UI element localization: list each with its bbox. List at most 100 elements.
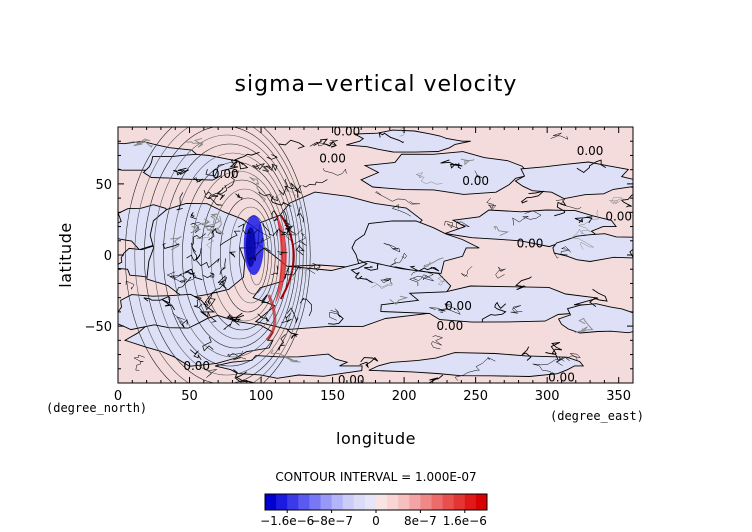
contour-line <box>203 276 228 306</box>
color-bar-tick-label: −1.6e−6 <box>260 514 314 528</box>
negative-region <box>214 353 363 379</box>
x-tick-label: 200 <box>392 389 417 404</box>
contour-line <box>233 369 255 383</box>
contour-label: 0.00 <box>212 167 239 181</box>
contour-line <box>574 317 594 333</box>
contour-line <box>277 223 291 236</box>
contour-line <box>170 236 182 251</box>
contour-line <box>222 320 240 330</box>
contour-line <box>431 335 444 350</box>
contour-line <box>202 272 215 279</box>
contour-line <box>258 191 278 202</box>
y-axis: −50 0 50 <box>85 140 633 370</box>
contour-line <box>227 171 240 189</box>
contour-line <box>515 276 532 291</box>
contour-line <box>204 298 216 311</box>
contour-line <box>205 213 221 227</box>
contour-label: 0.00 <box>548 370 575 384</box>
contour-line <box>423 257 444 268</box>
positive-tail <box>265 294 277 342</box>
contour-line <box>199 307 217 323</box>
contour-line <box>193 177 203 183</box>
contour-line <box>383 243 401 253</box>
contour-line <box>262 223 279 236</box>
y-tick-label: 50 <box>95 178 112 193</box>
contour-line <box>359 357 379 369</box>
color-bar-swatch <box>265 494 277 510</box>
color-bar-swatch <box>276 494 288 510</box>
color-bar-swatch <box>420 494 432 510</box>
contour-line <box>204 195 223 206</box>
y-unit-label: (degree_north) <box>46 401 147 415</box>
negative-region <box>142 153 239 181</box>
contour-line <box>285 228 303 242</box>
contour-line <box>286 307 299 324</box>
contour-line <box>125 280 135 290</box>
contour-line <box>620 186 633 208</box>
contour-line <box>249 176 266 203</box>
color-bar-swatch <box>298 494 310 510</box>
negative-region <box>346 129 471 153</box>
positive-crescent-edge <box>279 214 295 300</box>
contour-line <box>270 195 292 207</box>
contour-line <box>285 328 299 339</box>
contour-line <box>493 226 510 236</box>
y-tick-label: 0 <box>104 249 112 264</box>
chart-title: sigma−vertical velocity <box>235 72 518 97</box>
contour-line <box>210 184 227 197</box>
contour-line <box>296 245 305 256</box>
contour-line <box>486 197 497 211</box>
contour-line <box>264 190 297 199</box>
contour-line <box>532 357 565 372</box>
color-bar-tick-label: 1.6e−6 <box>443 514 487 528</box>
contour-line <box>270 349 301 363</box>
color-bar-swatch <box>431 494 444 510</box>
contour-line <box>249 247 271 261</box>
color-bar-swatch <box>475 494 488 510</box>
contour-line <box>203 189 219 200</box>
contour-line <box>389 295 409 305</box>
contour-line <box>570 228 594 250</box>
contour-line <box>409 265 440 272</box>
contour-line <box>175 276 192 294</box>
contour-line <box>374 191 420 205</box>
contour-line <box>208 227 222 241</box>
color-bar-tick-label: −8e−7 <box>310 514 353 528</box>
contour-line <box>261 294 269 303</box>
color-bar-swatch <box>464 494 477 510</box>
contour-line <box>170 272 197 284</box>
color-bar-swatch <box>398 494 410 510</box>
contour-line <box>554 246 571 259</box>
contour-line <box>309 140 338 148</box>
contour-line <box>217 275 226 284</box>
contour-line <box>283 210 290 227</box>
contour-line <box>439 302 461 315</box>
contour-line <box>510 305 523 314</box>
contour-line <box>176 192 184 211</box>
contour-line <box>281 313 292 324</box>
contour-line <box>253 229 271 244</box>
color-bar-swatch <box>309 494 321 510</box>
negative-region <box>380 285 600 323</box>
contour-line <box>277 251 288 256</box>
contour-line <box>550 132 569 140</box>
contour-line <box>350 259 373 284</box>
color-bar-swatch <box>376 494 388 510</box>
x-tick-label: 300 <box>535 389 560 404</box>
x-axis-label: longitude <box>336 429 416 448</box>
contour-line <box>368 281 393 289</box>
contour-line <box>219 230 241 246</box>
contour-label: 0.00 <box>445 299 472 313</box>
contour-line <box>190 212 197 220</box>
x-tick-label: 50 <box>181 389 198 404</box>
contour-line <box>306 263 321 274</box>
x-tick-label: 150 <box>320 389 345 404</box>
contour-line <box>329 308 339 321</box>
color-bar-swatch <box>353 494 366 510</box>
wave-ring <box>162 143 297 367</box>
contour-line <box>271 265 279 276</box>
contour-line <box>437 275 448 286</box>
contour-interval: CONTOUR INTERVAL = 1.000E-07 <box>275 470 476 484</box>
contour-line <box>521 346 532 361</box>
contour-line <box>554 200 567 217</box>
